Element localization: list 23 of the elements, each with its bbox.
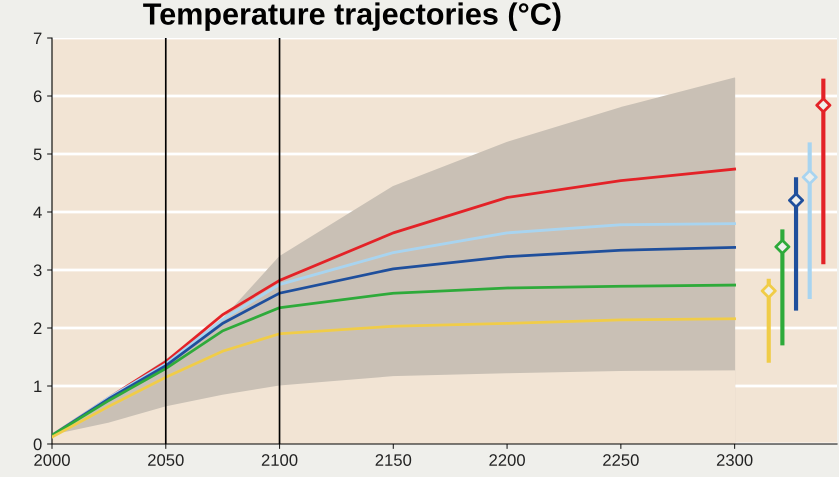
point [815, 97, 832, 114]
x-tick-label: 2150 [376, 454, 412, 466]
point [788, 192, 804, 208]
y-tick-label: 7 [34, 32, 42, 44]
y-tick-label: 4 [33, 206, 42, 218]
x-tick-label: 2100 [262, 454, 298, 466]
x-tick-label: 2250 [603, 454, 639, 466]
y-tick-label: 0 [34, 438, 42, 450]
x-tick-label: 2300 [716, 454, 752, 466]
y-tick-label: 1 [34, 380, 42, 392]
x-tick-label: 2000 [34, 454, 70, 466]
y-tick-label: 5 [34, 148, 42, 160]
point [774, 238, 790, 255]
chart-title: Temperature trajectories (°C) [143, 2, 560, 31]
line-series [52, 284, 736, 437]
x-tick-label: 2050 [148, 454, 184, 466]
y-tick-label: 6 [34, 90, 42, 102]
point [760, 282, 777, 299]
y-tick-label: 2 [34, 322, 42, 334]
line-series [52, 317, 736, 438]
y-tick-label: 3 [34, 264, 42, 276]
x-tick-label: 2200 [489, 454, 525, 466]
point [802, 169, 818, 186]
